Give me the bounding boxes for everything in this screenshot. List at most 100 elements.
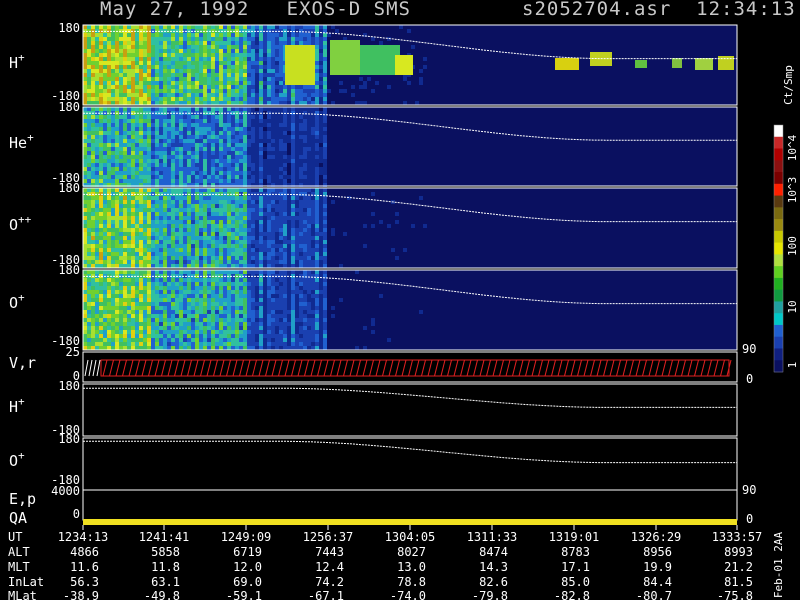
vr-tick-mark [284,359,290,377]
colorbar-swatch [774,172,783,185]
ephemeris-row-label: MLT [8,560,30,574]
vr-tick-mark [115,359,121,377]
ephemeris-cell: 7443 [315,545,344,559]
vr-tick-mark [206,359,212,377]
colorbar-tick: 100 [786,236,799,256]
colorbar-swatch [774,277,783,291]
o-plus-spectrogram [83,270,737,350]
vr-tick-mark [596,359,602,377]
vr-tick-mark [629,359,634,377]
vr-tick-mark [447,359,452,377]
vr-ytick-top: 25 [66,345,80,359]
ephemeris-row-label: MLat [8,589,37,600]
vr-tick-mark [577,359,582,377]
ep-label: E,p [9,490,36,508]
vr-tick-mark [219,359,225,377]
ephemeris-cell: 21.2 [724,560,753,574]
vr-tick-mark [232,359,238,377]
vr-tick-mark [434,359,439,377]
vr-tick-mark [473,359,478,377]
qa-ytick-top: 0 [73,507,80,521]
he-plus-spectrogram-frame [82,106,738,187]
vr-label: V,r [9,354,36,372]
o-plus-spectrogram-pitch-trace [83,275,737,305]
vr-tick-mark [128,359,134,377]
vr-tick-mark [466,359,472,377]
ephemeris-cell: -38.9 [63,589,99,600]
ephemeris-cell: 5858 [151,545,180,559]
vr-right-tick: 0 [746,372,753,386]
vr-tick-mark [180,359,186,377]
o-plus-spectrogram-frame [82,269,738,351]
vr-tick-mark [427,359,433,377]
vr-tick-mark [271,359,277,377]
vr-tick-mark [362,359,368,377]
vr-tick-mark [499,359,504,377]
ephemeris-cell: 12.4 [315,560,344,574]
vr-tick-mark [635,359,641,377]
colorbar-swatch [774,336,783,349]
vr-ytick-bottom: 0 [73,369,80,383]
ephemeris-cell: 8474 [479,545,508,559]
vr-tick-mark [564,359,569,377]
vr-tick-mark [265,359,270,377]
vr-tick-mark [375,359,381,377]
ephemeris-cell: 12.0 [233,560,262,574]
o-pp-ytick-top: 180 [58,181,80,195]
ephemeris-cell: 1234:13 [58,530,109,544]
vr-tick-mark [245,359,251,377]
ephemeris-cell: 4866 [70,545,99,559]
vr-tick-mark [388,359,394,377]
colorbar-swatch [774,324,783,338]
ep-ytick-top: 4000 [51,484,80,498]
ephemeris-cell: -80.7 [636,589,672,600]
ephemeris-cell: 74.2 [315,575,344,589]
vr-tick-mark [642,359,647,377]
qa-bar [83,519,737,525]
he-plus-spectrogram [83,107,737,187]
vr-tick-mark [148,359,153,377]
vr-tick-mark [395,359,400,377]
colorbar-swatch [774,266,783,279]
vr-tick-mark [96,359,101,377]
vr-tick-mark [161,359,166,377]
o-plus-2-ytick-top: 180 [58,432,80,446]
vr-tick-mark [84,359,89,377]
vr-tick-mark [200,359,205,377]
ephemeris-cell: 17.1 [561,560,590,574]
vr-tick-mark [720,359,725,377]
vr-tick-mark [174,359,179,377]
vr-tick-mark [531,359,537,377]
colorbar-tick: 10^4 [786,134,799,161]
vr-tick-mark [167,359,173,377]
ephemeris-cell: 1311:33 [467,530,518,544]
vr-tick-mark [193,359,199,377]
vr-tick-mark [297,359,303,377]
vr-tick-mark [512,359,517,377]
ephemeris-cell: 8027 [397,545,426,559]
vr-tick-mark [226,359,231,377]
vr-tick-mark [453,359,459,377]
ephemeris-cell: 13.0 [397,560,426,574]
vr-tick-mark [92,359,97,377]
vr-tick-mark [486,359,491,377]
ephemeris-cell: 14.3 [479,560,508,574]
ephemeris-row-label: ALT [8,545,30,559]
ephemeris-cell: 19.9 [643,560,672,574]
colorbar-swatch [774,301,783,314]
ephemeris-cell: 6719 [233,545,262,559]
vr-tick-mark [518,359,524,377]
vr-tick-mark [330,359,335,377]
vr-tick-mark [525,359,530,377]
colorbar-swatch [774,207,783,220]
ephemeris-cell: 1256:37 [303,530,354,544]
h-plus-label: H+ [9,51,25,72]
o-plus-2-panel-trace [83,440,737,464]
ephemeris-cell: -74.0 [390,589,426,600]
ephemeris-cell: -75.8 [717,589,753,600]
he-plus-ytick-bottom: -180 [51,171,80,185]
vr-tick-mark [603,359,608,377]
vr-tick-mark [440,359,446,377]
colorbar-swatch [774,254,783,267]
